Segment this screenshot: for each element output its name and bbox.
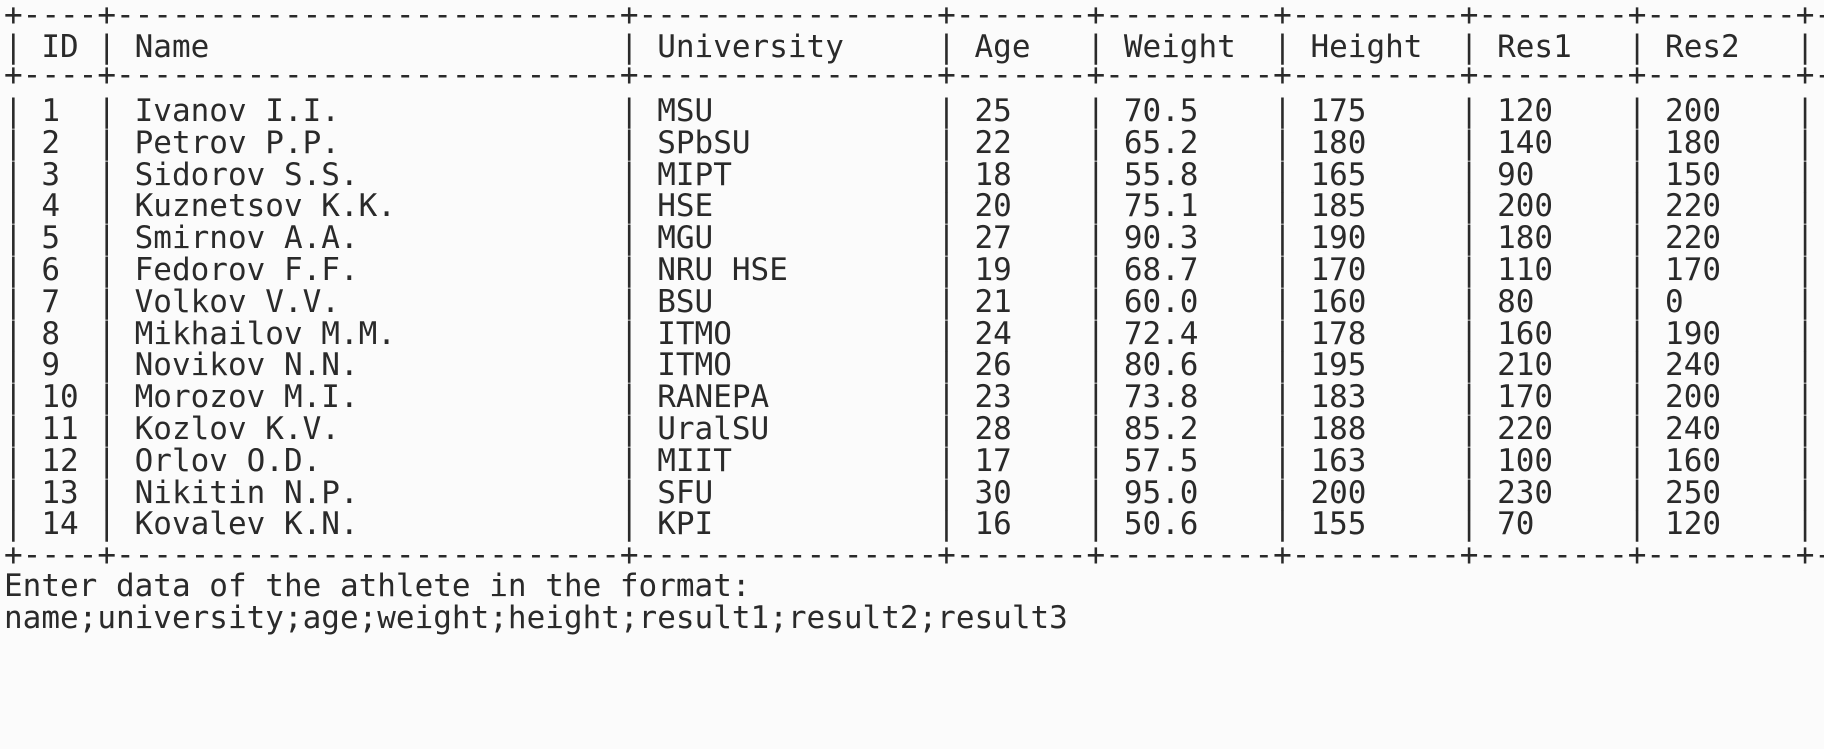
table-row: | 10 | Morozov M.I. | RANEPA | 23 | 73.8… bbox=[4, 379, 1815, 416]
table-border-top: +----+---------------------------+------… bbox=[4, 0, 1824, 33]
table-header-row: | ID | Name | University | Age | Weight … bbox=[4, 29, 1815, 65]
table-row: | 11 | Kozlov K.V. | UralSU | 28 | 85.2 … bbox=[4, 411, 1815, 447]
table-row: | 9 | Novikov N.N. | ITMO | 26 | 80.6 | … bbox=[4, 347, 1815, 384]
table-row: | 3 | Sidorov S.S. | MIPT | 18 | 55.8 | … bbox=[4, 156, 1815, 193]
table-row: | 12 | Orlov O.D. | MIIT | 17 | 57.5 | 1… bbox=[4, 442, 1815, 479]
table-row: | 8 | Mikhailov M.M. | ITMO | 24 | 72.4 … bbox=[4, 315, 1815, 352]
table-row: | 2 | Petrov P.P. | SPbSU | 22 | 65.2 | … bbox=[4, 124, 1815, 161]
table-row: | 7 | Volkov V.V. | BSU | 21 | 60.0 | 16… bbox=[4, 283, 1815, 320]
table-row: | 5 | Smirnov A.A. | MGU | 27 | 90.3 | 1… bbox=[4, 220, 1815, 257]
prompt-line-2: name;university;age;weight;height;result… bbox=[4, 600, 1068, 636]
prompt-line-1: Enter data of the athlete in the format: bbox=[4, 568, 751, 604]
table-row: | 13 | Nikitin N.P. | SFU | 30 | 95.0 | … bbox=[4, 474, 1815, 511]
table-row: | 4 | Kuznetsov K.K. | HSE | 20 | 75.1 |… bbox=[4, 188, 1815, 225]
table-row: | 14 | Kovalev K.N. | KPI | 16 | 50.6 | … bbox=[4, 506, 1815, 543]
table-row: | 6 | Fedorov F.F. | NRU HSE | 19 | 68.7… bbox=[4, 252, 1815, 288]
table-row: | 1 | Ivanov I.I. | MSU | 25 | 70.5 | 17… bbox=[4, 93, 1815, 129]
table-border-bottom: +----+---------------------------+------… bbox=[4, 537, 1824, 573]
table-border-header: +----+---------------------------+------… bbox=[4, 57, 1824, 93]
